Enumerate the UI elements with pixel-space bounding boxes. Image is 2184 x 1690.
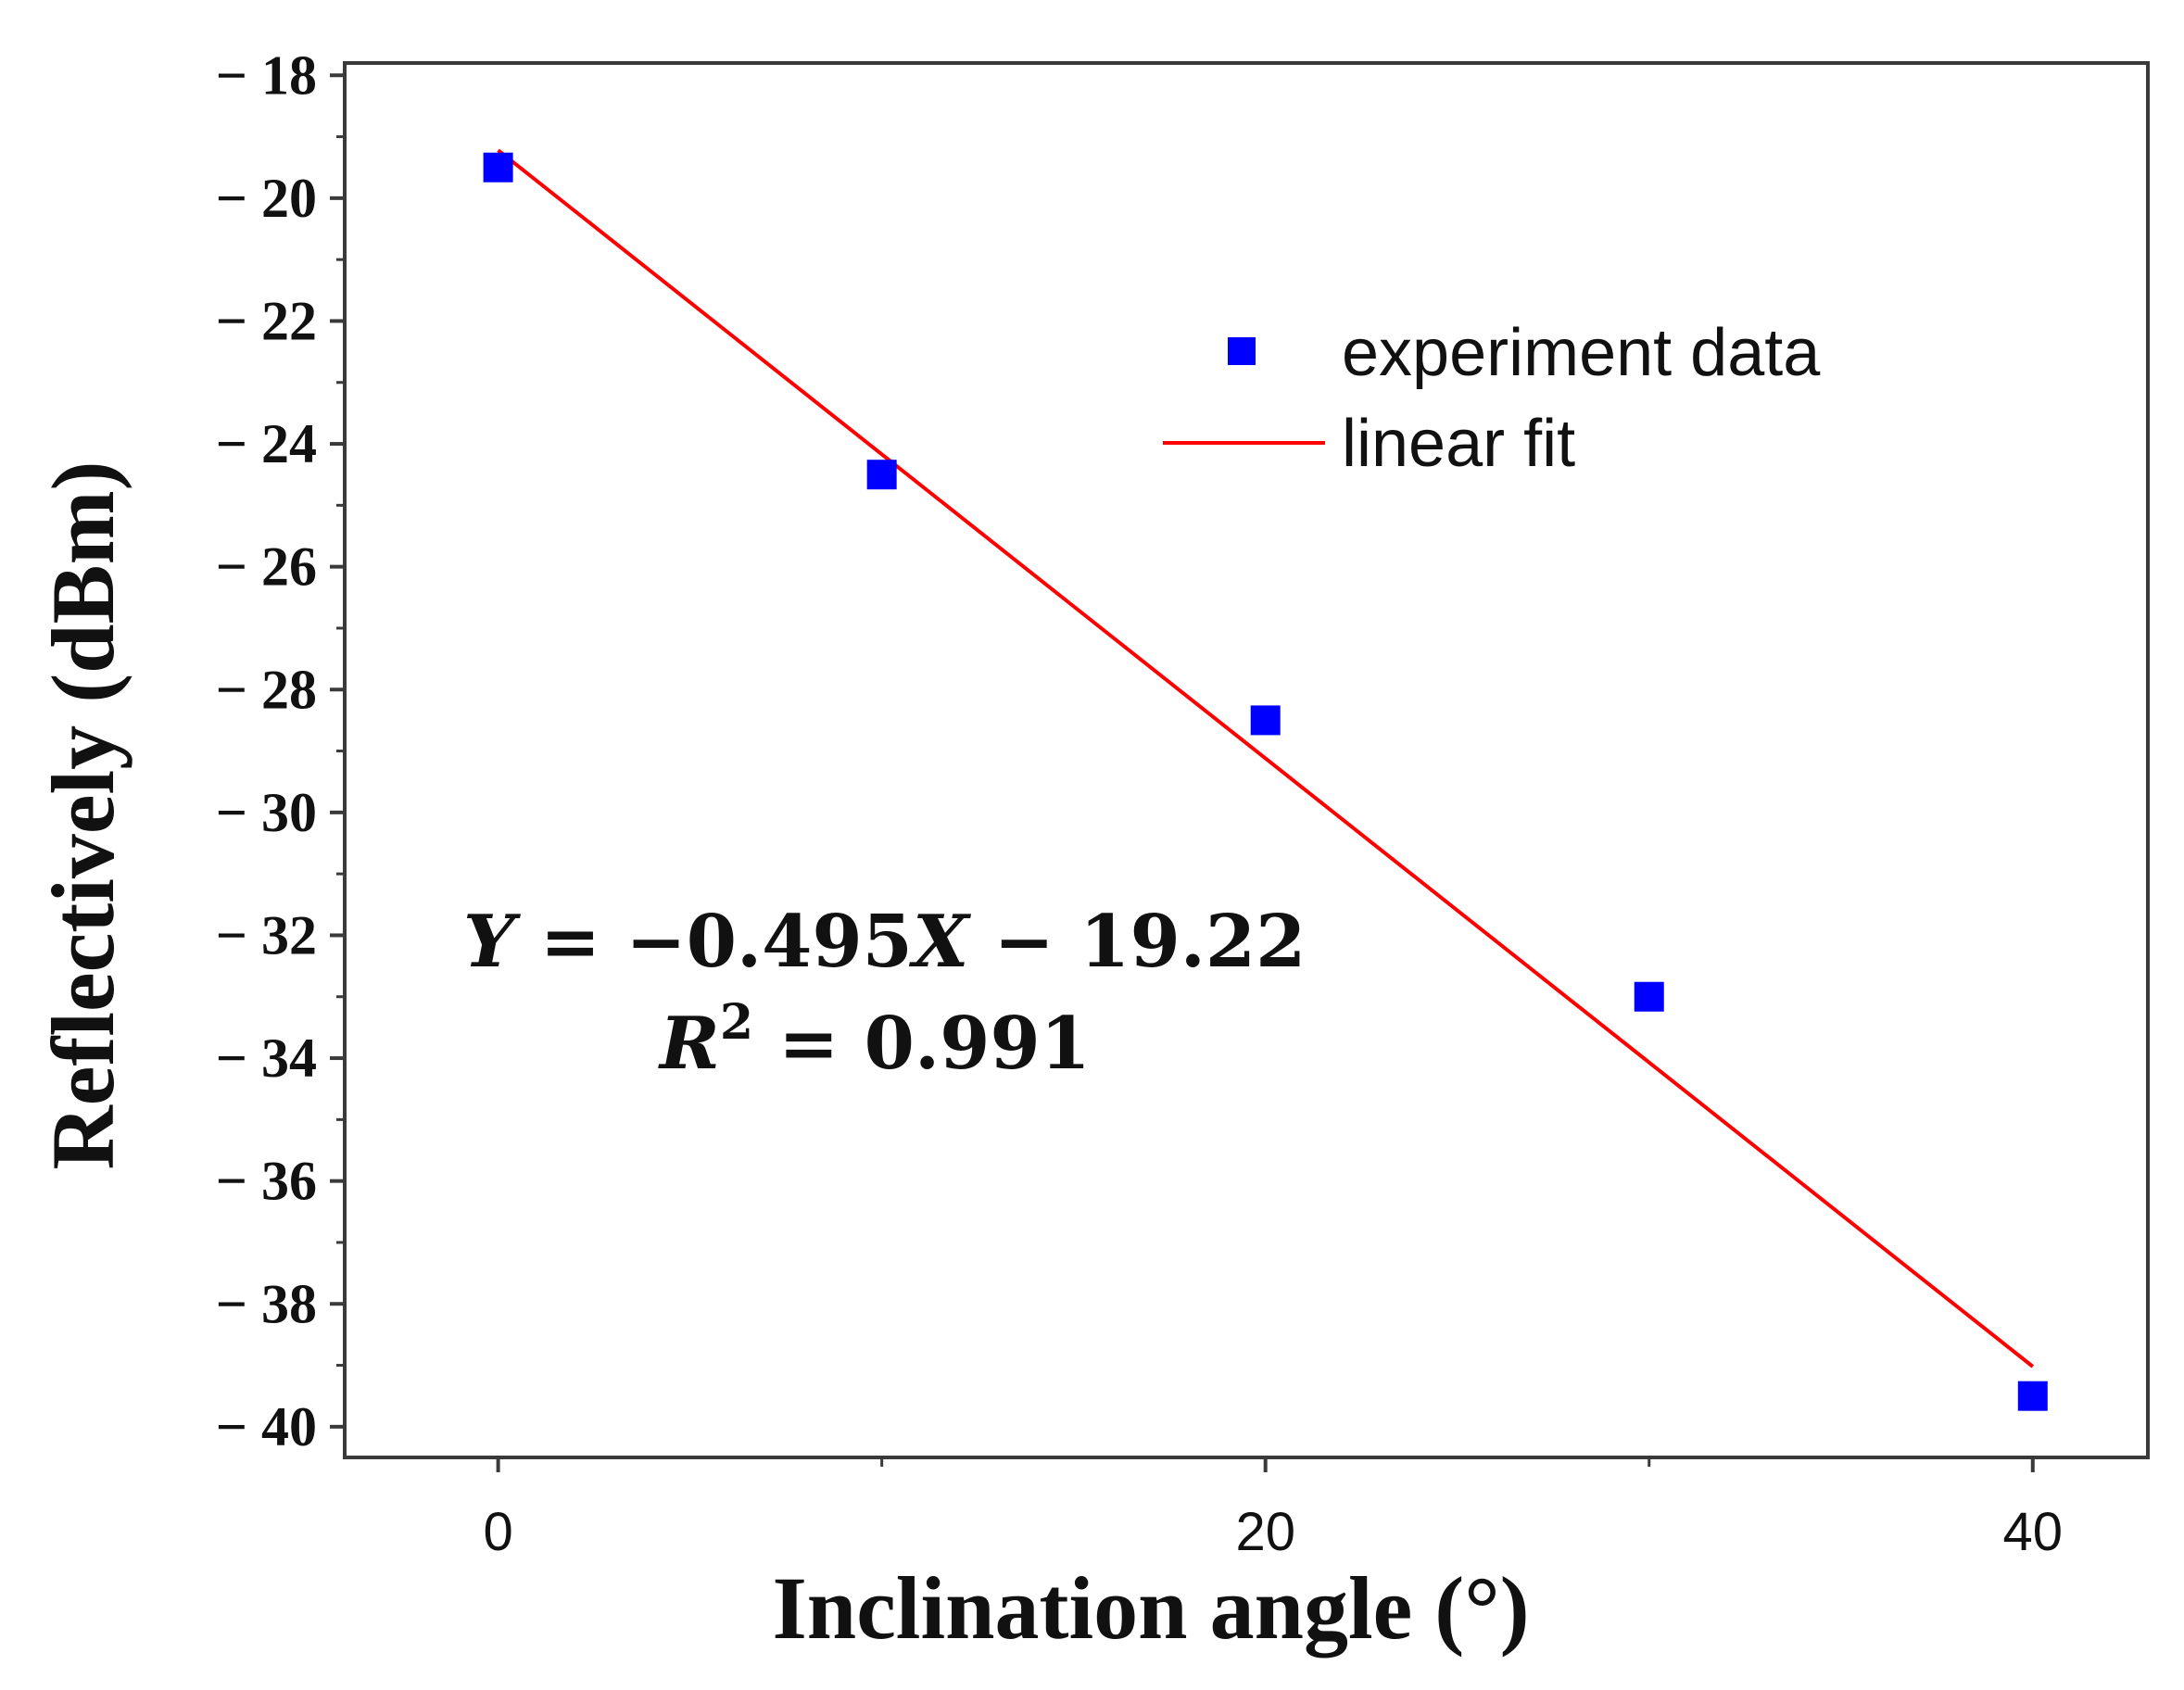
- r-squared-exponent: 2: [720, 994, 753, 1051]
- x-tick-label: 20: [1235, 1502, 1295, 1562]
- y-tick-label: − 22: [216, 290, 317, 351]
- x-axis-ticks: 0 20 40: [483, 1457, 2063, 1562]
- y-tick-label: − 26: [216, 536, 317, 598]
- y-tick-label: − 34: [216, 1028, 317, 1089]
- legend-marker-experiment-data: [1228, 337, 1256, 365]
- y-tick-label: − 30: [216, 782, 317, 843]
- experiment-data-points: [483, 152, 2048, 1411]
- equation-slope: = −0.495: [515, 900, 913, 984]
- y-axis-ticks: − 18 − 20 − 22 − 24 − 26 − 28 − 30 − 32 − 34 − 36…: [216, 44, 345, 1457]
- r-squared-var: R: [658, 1002, 720, 1086]
- data-point: [2017, 1381, 2048, 1411]
- y-tick-label: − 18: [216, 44, 317, 106]
- y-tick-label: − 28: [216, 659, 317, 720]
- data-point: [866, 460, 897, 490]
- r-squared-value: = 0.991: [753, 1002, 1091, 1086]
- x-tick-label: 40: [2003, 1502, 2064, 1562]
- legend-label-experiment-data: experiment data: [1342, 316, 1821, 390]
- fit-equation: Y = −0.495X − 19.22: [463, 900, 1306, 984]
- plot-frame: [343, 61, 2150, 1459]
- equation-y-var: Y: [463, 900, 521, 984]
- data-point: [1250, 705, 1281, 736]
- y-tick-label: − 20: [216, 168, 317, 229]
- y-tick-label: − 38: [216, 1273, 317, 1334]
- y-tick-label: − 36: [216, 1151, 317, 1212]
- equation-intercept: − 19.22: [969, 900, 1307, 984]
- data-point: [1634, 981, 1664, 1012]
- y-tick-label: − 24: [216, 413, 317, 474]
- x-tick-label: 0: [483, 1502, 512, 1562]
- data-point: [483, 152, 513, 183]
- y-axis-title: Reflectively (dBm): [33, 460, 133, 1169]
- equation-x-var: X: [908, 900, 972, 984]
- legend: experiment data linear fit: [1163, 316, 1821, 481]
- y-tick-label: − 40: [216, 1396, 317, 1457]
- r-squared: R2 = 0.991: [658, 994, 1091, 1086]
- y-tick-label: − 32: [216, 904, 317, 965]
- x-axis-title: Inclination angle (°): [772, 1558, 1529, 1658]
- linear-fit-line: [497, 148, 2035, 1368]
- legend-label-linear-fit: linear fit: [1342, 407, 1575, 481]
